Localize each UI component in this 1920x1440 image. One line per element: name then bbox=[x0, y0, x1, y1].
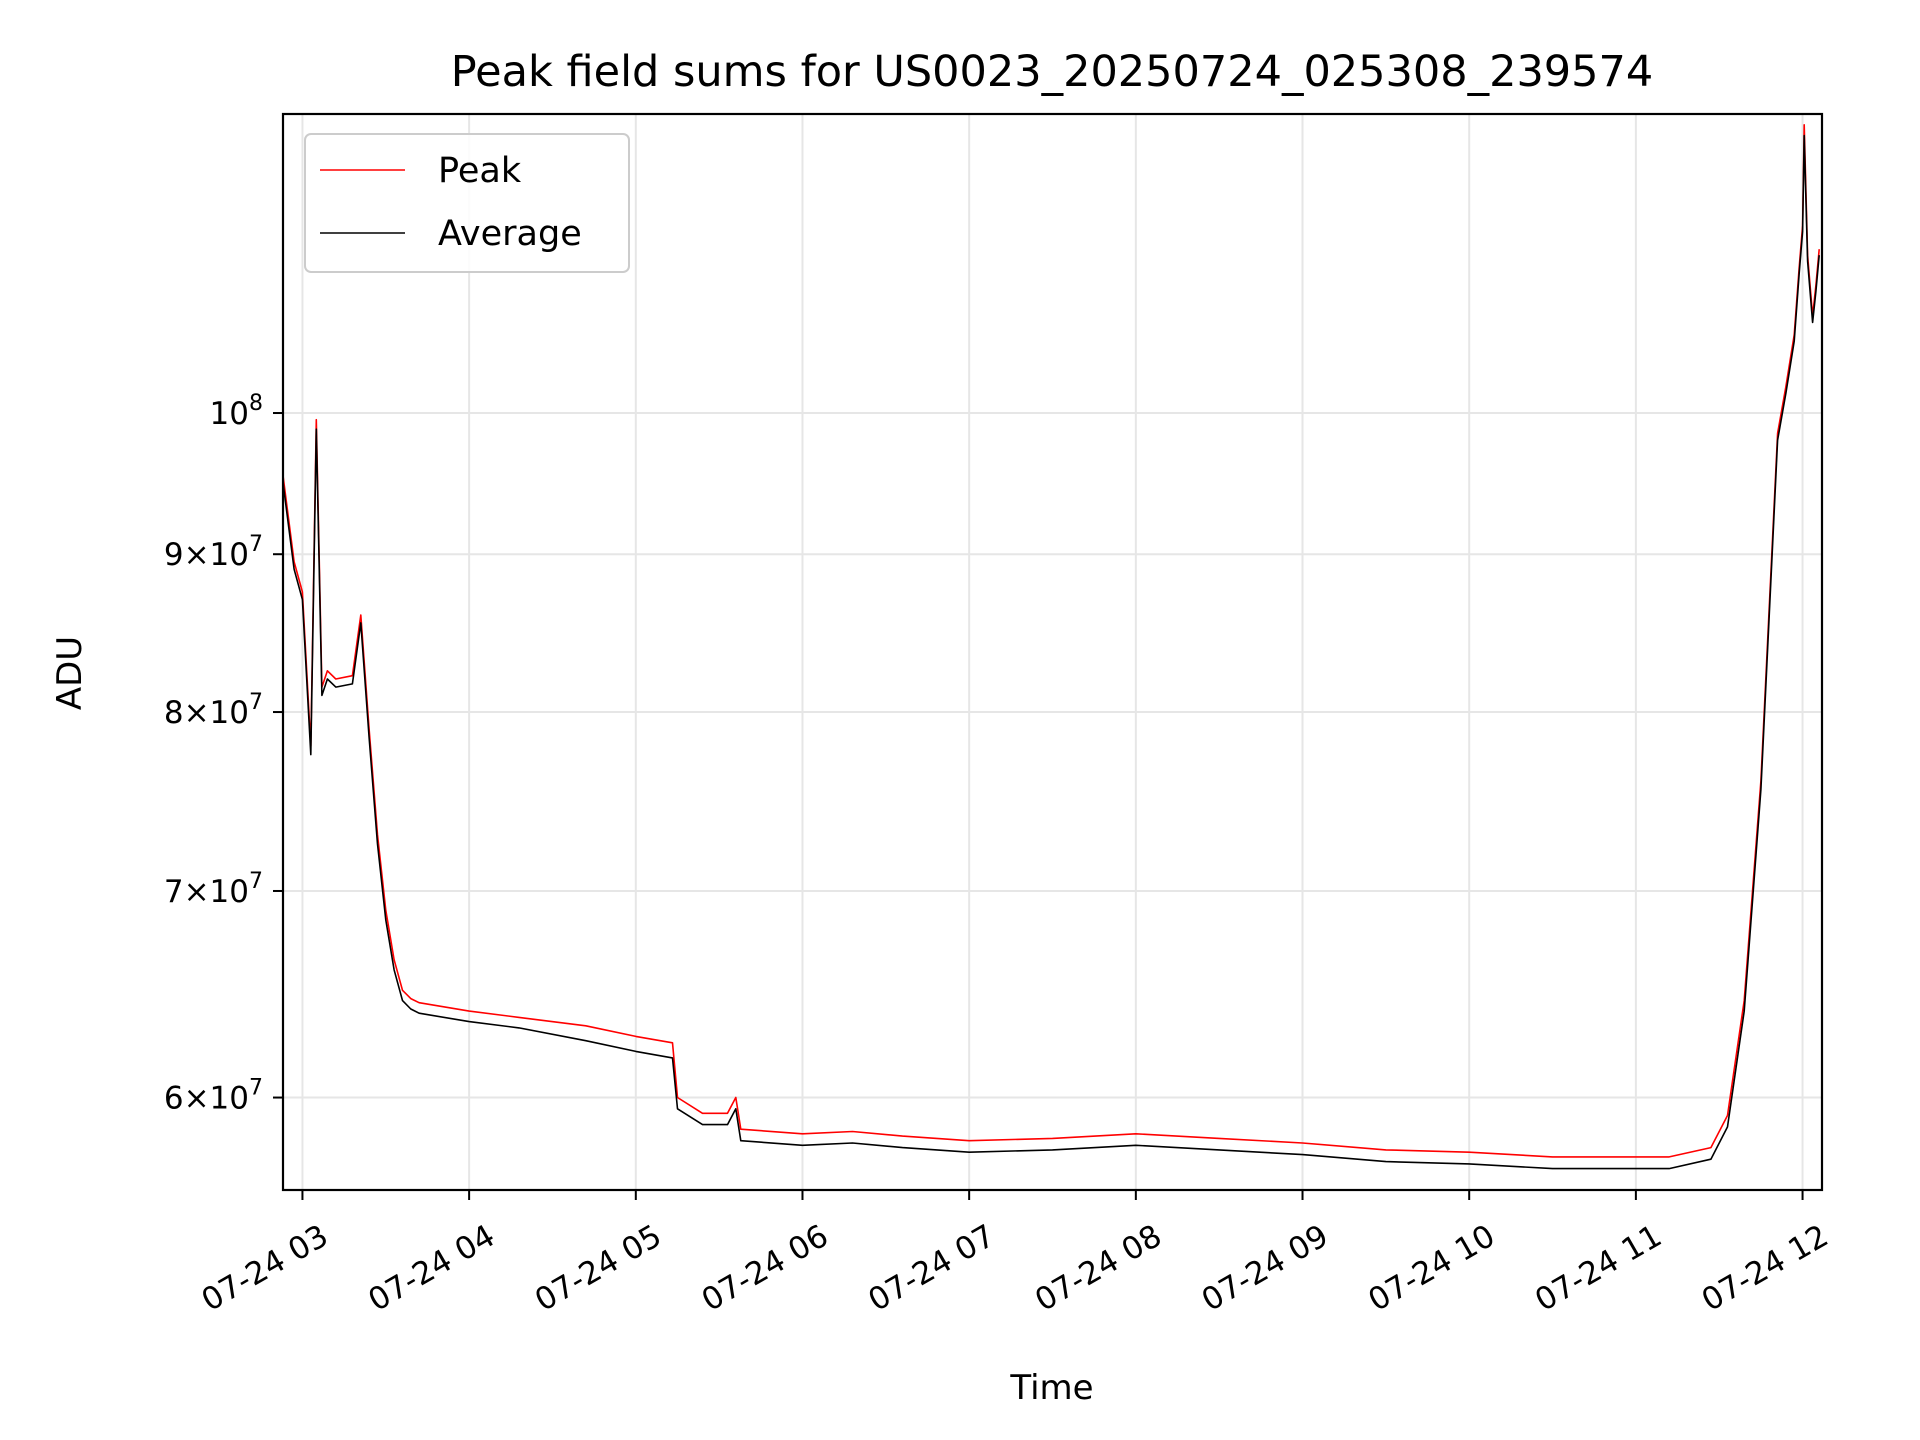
legend-label-peak: Peak bbox=[438, 151, 522, 191]
legend: Peak Average bbox=[304, 133, 630, 273]
y-tick-label: 9×107 bbox=[164, 532, 263, 573]
series-line-peak bbox=[282, 124, 1820, 1158]
y-tick-label: 8×107 bbox=[164, 690, 263, 731]
x-axis-label: Time bbox=[1009, 1368, 1093, 1408]
y-tick-label: 7×107 bbox=[164, 869, 263, 910]
series-line-average bbox=[282, 134, 1820, 1170]
legend-box bbox=[304, 133, 630, 273]
chart-title: Peak field sums for US0023_20250724_0253… bbox=[451, 47, 1654, 97]
y-tick-label: 6×107 bbox=[164, 1076, 263, 1117]
grid bbox=[283, 114, 1822, 1190]
y-axis-label: ADU bbox=[50, 636, 90, 710]
y-axis-ticks: 6×107 7×107 8×107 9×107 108 bbox=[164, 391, 283, 1117]
y-tick-label: 108 bbox=[210, 391, 263, 432]
series-layer bbox=[282, 124, 1820, 1170]
legend-label-average: Average bbox=[438, 214, 582, 254]
plot-frame bbox=[281, 112, 1824, 1192]
